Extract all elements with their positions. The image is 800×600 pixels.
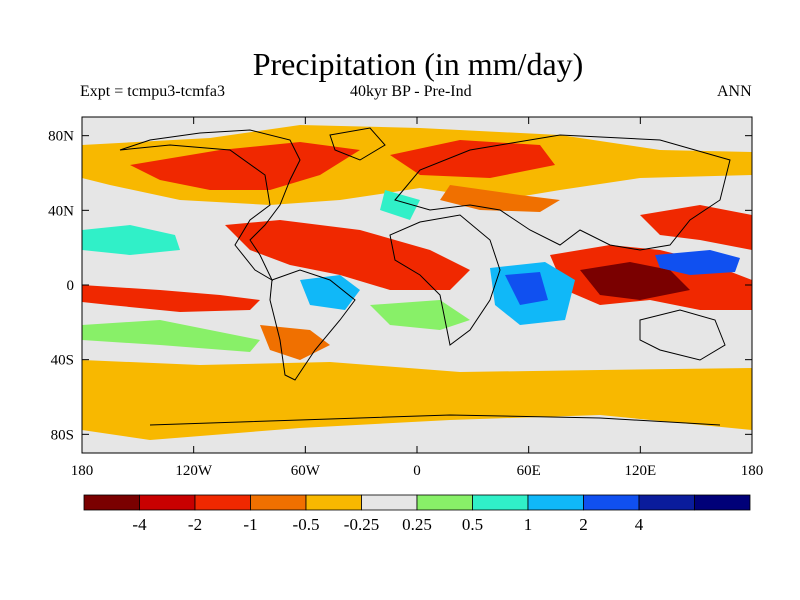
lat-tick-label: 40N xyxy=(48,203,74,219)
colorbar-label: 4 xyxy=(635,515,644,534)
colorbar-swatch xyxy=(194,494,251,511)
season-label: ANN xyxy=(717,83,752,100)
colorbar-label: 0.25 xyxy=(402,515,432,534)
southern-ocean-drying xyxy=(82,360,752,440)
colorbar-swatch xyxy=(583,494,640,511)
longitude-ticks: 180 120W 60W 0 60E 120E 180 xyxy=(71,117,764,479)
colorbar-label: 2 xyxy=(579,515,588,534)
colorbar-swatch xyxy=(694,494,751,511)
maritime-continent-core xyxy=(580,262,690,300)
north-america-coast xyxy=(119,129,301,282)
eurasia-drying xyxy=(390,140,555,178)
lat-tick-label: 80N xyxy=(48,129,74,145)
colorbar-swatch xyxy=(416,494,473,511)
north-america-drying xyxy=(130,142,360,190)
west-pacific-wetting xyxy=(655,250,740,275)
colorbar-swatch xyxy=(83,494,140,511)
colorbar-swatch xyxy=(638,494,695,511)
lon-tick-label: 180 xyxy=(71,463,94,479)
south-atlantic-drying xyxy=(260,325,330,360)
experiment-label: Expt = tcmpu3-tcmfa3 xyxy=(80,83,225,100)
colorbar-label: -1 xyxy=(243,515,257,534)
indian-ocean-wetting-core xyxy=(505,272,548,305)
northwest-pacific-drying xyxy=(640,205,752,250)
colorbar-swatch xyxy=(527,494,584,511)
lon-tick-label: 120E xyxy=(624,463,656,479)
lon-tick-label: 120W xyxy=(175,463,213,479)
colorbar-swatch xyxy=(139,494,196,511)
africa-coast xyxy=(389,214,501,346)
lat-tick-label: 80S xyxy=(51,427,74,443)
south-pacific-wetting xyxy=(82,320,260,352)
east-pacific-drying xyxy=(82,285,260,312)
colorbar-swatch xyxy=(250,494,307,511)
lat-tick-label: 40S xyxy=(51,353,74,369)
australia-coast xyxy=(639,309,726,361)
lon-tick-label: 180 xyxy=(741,463,764,479)
antarctica-coast xyxy=(149,414,721,426)
colorbar xyxy=(83,494,751,511)
north-pacific-wetting xyxy=(82,225,180,255)
colorbar-label: -0.5 xyxy=(293,515,320,534)
mediterranean-wetting xyxy=(380,190,420,220)
atlantic-itcz-drying xyxy=(225,220,470,290)
coastlines xyxy=(119,127,731,426)
latitude-ticks: 80N 40N 0 40S 80S xyxy=(48,129,752,443)
colorbar-label: 0.5 xyxy=(462,515,483,534)
south-america-coast xyxy=(269,269,356,381)
colorbar-label: 1 xyxy=(524,515,533,534)
period-label: 40kyr BP - Pre-Ind xyxy=(350,83,472,100)
lat-tick-label: 0 xyxy=(67,278,75,294)
colorbar-swatch xyxy=(305,494,362,511)
precip-anomaly-field xyxy=(82,125,752,440)
colorbar-swatch xyxy=(361,494,418,511)
colorbar-labels: -4 -2 -1 -0.5 -0.25 0.25 0.5 1 2 4 xyxy=(132,515,643,534)
lon-tick-label: 0 xyxy=(413,463,421,479)
colorbar-label: -0.25 xyxy=(344,515,379,534)
eurasia-coast xyxy=(394,134,731,251)
lon-tick-label: 60W xyxy=(291,463,321,479)
map-title: Precipitation (in mm/day) xyxy=(252,46,584,82)
lon-tick-label: 60E xyxy=(517,463,541,479)
greenland-coast xyxy=(329,127,386,161)
amazon-wetting xyxy=(300,275,360,310)
colorbar-label: -2 xyxy=(188,515,202,534)
colorbar-swatch xyxy=(472,494,529,511)
colorbar-label: -4 xyxy=(132,515,147,534)
